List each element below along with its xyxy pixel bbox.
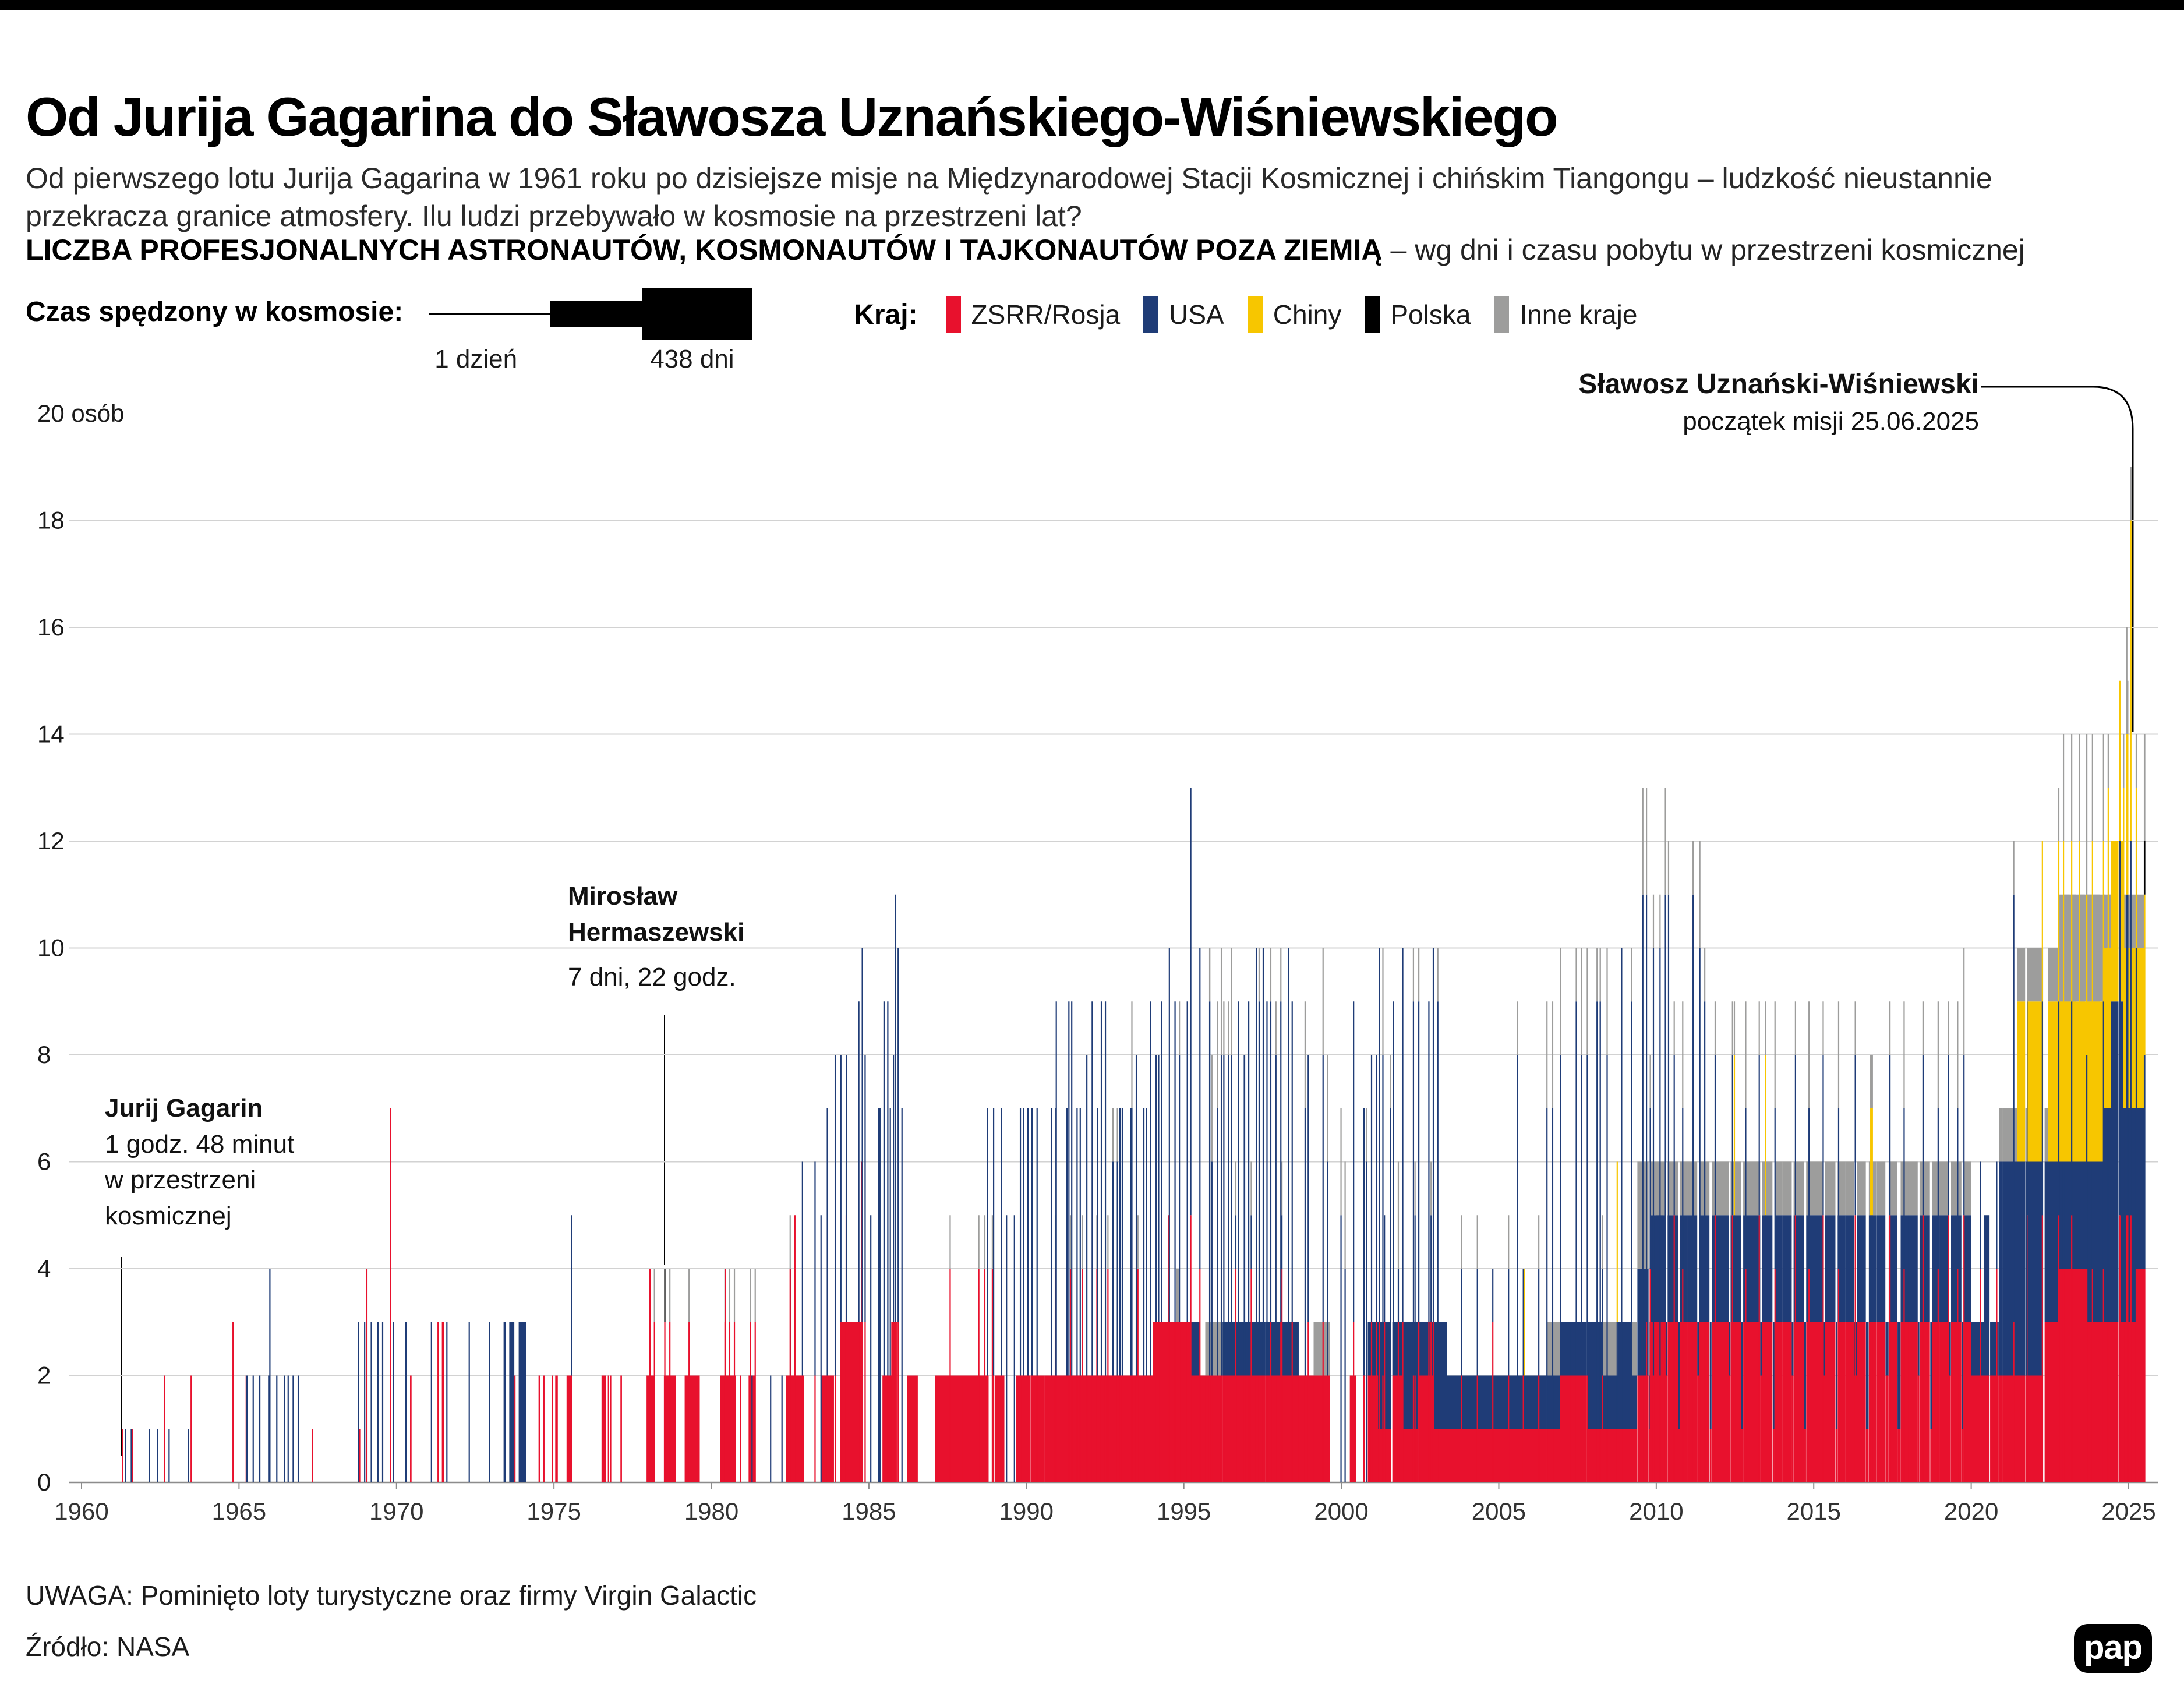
legend-item-inne-kraje: Inne kraje — [1494, 296, 1637, 333]
zsrr-rosja-swatch — [945, 296, 961, 333]
duration-scale: 1 dzień 438 dni — [429, 287, 755, 380]
duration-max-label: 438 dni — [650, 345, 734, 373]
uznanski-connector-line — [1981, 386, 2134, 732]
svg-text:1990: 1990 — [999, 1498, 1054, 1525]
annotation-gagarin: Jurij Gagarin 1 godz. 48 minut w przestr… — [105, 1094, 295, 1230]
svg-text:1985: 1985 — [842, 1498, 896, 1525]
svg-text:2: 2 — [37, 1362, 51, 1389]
inne-kraje-swatch — [1494, 296, 1510, 333]
top-bar — [0, 0, 2184, 10]
source-note: Źródło: NASA — [26, 1632, 190, 1662]
svg-text:18: 18 — [37, 507, 65, 534]
svg-text:14: 14 — [37, 721, 65, 748]
country-legend-label: Kraj: — [854, 299, 918, 330]
annotation-hermaszewski: Mirosław Hermaszewski 7 dni, 22 godz. — [568, 882, 745, 992]
svg-text:2000: 2000 — [1314, 1498, 1368, 1525]
svg-text:2020: 2020 — [1944, 1498, 1998, 1525]
chart-heading: LICZBA PROFESJONALNYCH ASTRONAUTÓW, KOSM… — [26, 233, 2025, 267]
page-title: Od Jurija Gagarina do Sławosza Uznańskie… — [26, 86, 1559, 147]
country-legend: Kraj: ZSRR/Rosja USA Chiny Polska Inne k… — [854, 287, 1637, 342]
svg-text:2025: 2025 — [2101, 1498, 2155, 1525]
svg-text:16: 16 — [37, 613, 65, 641]
svg-text:4: 4 — [37, 1255, 51, 1282]
svg-text:12: 12 — [37, 827, 65, 854]
svg-text:8: 8 — [37, 1041, 51, 1068]
svg-text:2010: 2010 — [1629, 1498, 1683, 1525]
svg-text:10: 10 — [37, 934, 65, 962]
legend-item-chiny: Chiny — [1247, 296, 1341, 333]
usa-swatch — [1143, 296, 1159, 333]
legend-item-polska: Polska — [1365, 296, 1471, 333]
chart-heading-bold: LICZBA PROFESJONALNYCH ASTRONAUTÓW, KOSM… — [26, 234, 1383, 266]
svg-text:20 osób: 20 osób — [37, 400, 124, 427]
svg-text:6: 6 — [37, 1148, 51, 1175]
duration-min-label: 1 dzień — [434, 345, 518, 373]
svg-text:2015: 2015 — [1787, 1498, 1841, 1525]
svg-text:1970: 1970 — [369, 1498, 423, 1525]
annotation-uznanski: Sławosz Uznański-Wiśniewski początek mis… — [1578, 369, 1979, 436]
chart-heading-suffix: – wg dni i czasu pobytu w przestrzeni ko… — [1390, 234, 2025, 266]
legend-item-usa: USA — [1143, 296, 1224, 333]
polska-swatch — [1365, 296, 1380, 333]
svg-text:2005: 2005 — [1472, 1498, 1526, 1525]
duration-scale-shape — [429, 288, 753, 340]
svg-text:1975: 1975 — [526, 1498, 581, 1525]
svg-text:1980: 1980 — [684, 1498, 738, 1525]
svg-text:1960: 1960 — [54, 1498, 108, 1525]
chiny-swatch — [1247, 296, 1263, 333]
svg-text:1965: 1965 — [212, 1498, 266, 1525]
pap-logo: pap — [2074, 1624, 2152, 1673]
duration-legend-label: Czas spędzony w kosmosie: — [26, 296, 404, 327]
svg-text:1995: 1995 — [1157, 1498, 1211, 1525]
svg-text:0: 0 — [37, 1468, 51, 1496]
duration-legend: Czas spędzony w kosmosie: 1 dzień 438 dn… — [26, 287, 755, 380]
legend-row: Czas spędzony w kosmosie: 1 dzień 438 dn… — [26, 287, 1637, 380]
footer-note: UWAGA: Pominięto loty turystyczne oraz f… — [26, 1580, 757, 1611]
intro-text: Od pierwszego lotu Jurija Gagarina w 196… — [26, 162, 1992, 232]
legend-item-zsrr-rosja: ZSRR/Rosja — [945, 296, 1120, 333]
